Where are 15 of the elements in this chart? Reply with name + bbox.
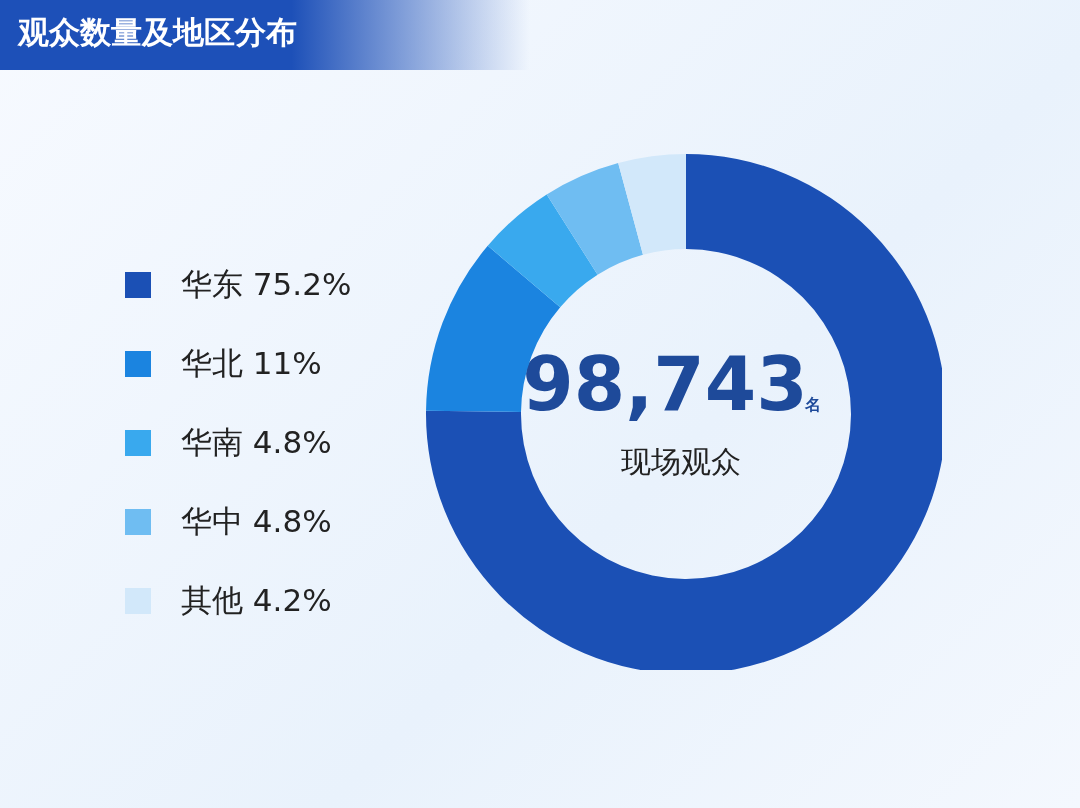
data-label: 4.8% — [252, 423, 332, 460]
donut-slice — [546, 163, 643, 275]
chart-title: 观众数量及地区分布 — [18, 13, 297, 52]
donut-slice — [618, 154, 686, 255]
data-label: 4.8% — [252, 502, 332, 539]
data-label: 4.2% — [252, 581, 332, 618]
text: 现场观众 — [621, 444, 741, 479]
data-label: 75.2% — [252, 265, 352, 302]
legend-label: 华北 — [181, 344, 243, 381]
legend-label: 华中 — [181, 502, 243, 539]
legend-label: 其他 — [181, 581, 243, 618]
data-label: 11% — [252, 344, 322, 381]
legend-label: 华东 — [181, 265, 243, 302]
donut-slice — [487, 194, 598, 308]
legend-label: 华南 — [181, 423, 243, 460]
